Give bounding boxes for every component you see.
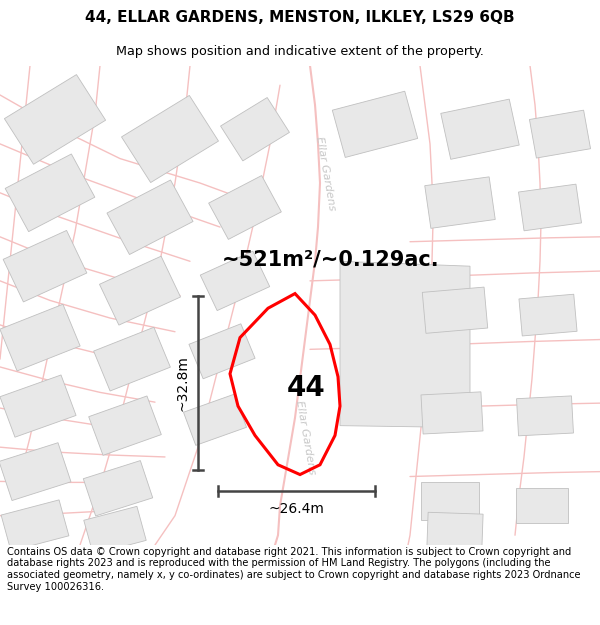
Polygon shape	[427, 512, 483, 548]
Polygon shape	[421, 392, 483, 434]
Polygon shape	[340, 261, 470, 428]
Polygon shape	[84, 506, 146, 554]
Polygon shape	[100, 256, 181, 325]
Polygon shape	[5, 154, 95, 232]
Polygon shape	[4, 74, 106, 164]
Polygon shape	[83, 461, 153, 516]
Polygon shape	[332, 91, 418, 158]
Text: 44, ELLAR GARDENS, MENSTON, ILKLEY, LS29 6QB: 44, ELLAR GARDENS, MENSTON, ILKLEY, LS29…	[85, 10, 515, 25]
Polygon shape	[519, 294, 577, 336]
Text: Ellar Gardens: Ellar Gardens	[314, 136, 337, 211]
Polygon shape	[3, 231, 87, 302]
Polygon shape	[0, 304, 80, 371]
Text: ~26.4m: ~26.4m	[269, 502, 325, 516]
Polygon shape	[94, 328, 170, 391]
Polygon shape	[221, 98, 289, 161]
Polygon shape	[184, 394, 247, 446]
Polygon shape	[516, 488, 568, 524]
Text: Contains OS data © Crown copyright and database right 2021. This information is : Contains OS data © Crown copyright and d…	[7, 547, 581, 591]
Polygon shape	[441, 99, 519, 159]
Polygon shape	[0, 375, 76, 437]
Polygon shape	[89, 396, 161, 456]
Text: 44: 44	[287, 374, 326, 402]
Text: ~521m²/~0.129ac.: ~521m²/~0.129ac.	[222, 249, 440, 269]
Polygon shape	[517, 396, 574, 436]
Polygon shape	[425, 177, 495, 228]
Polygon shape	[200, 251, 270, 311]
Polygon shape	[529, 110, 590, 158]
Polygon shape	[122, 96, 218, 182]
Polygon shape	[209, 176, 281, 239]
Polygon shape	[518, 184, 581, 231]
Polygon shape	[1, 500, 69, 551]
Polygon shape	[189, 324, 255, 379]
Polygon shape	[421, 482, 479, 519]
Polygon shape	[422, 287, 488, 333]
Text: Ellar Gardens: Ellar Gardens	[293, 399, 316, 475]
Polygon shape	[0, 442, 71, 501]
Text: ~32.8m: ~32.8m	[175, 354, 189, 411]
Polygon shape	[107, 180, 193, 254]
Text: Map shows position and indicative extent of the property.: Map shows position and indicative extent…	[116, 45, 484, 58]
